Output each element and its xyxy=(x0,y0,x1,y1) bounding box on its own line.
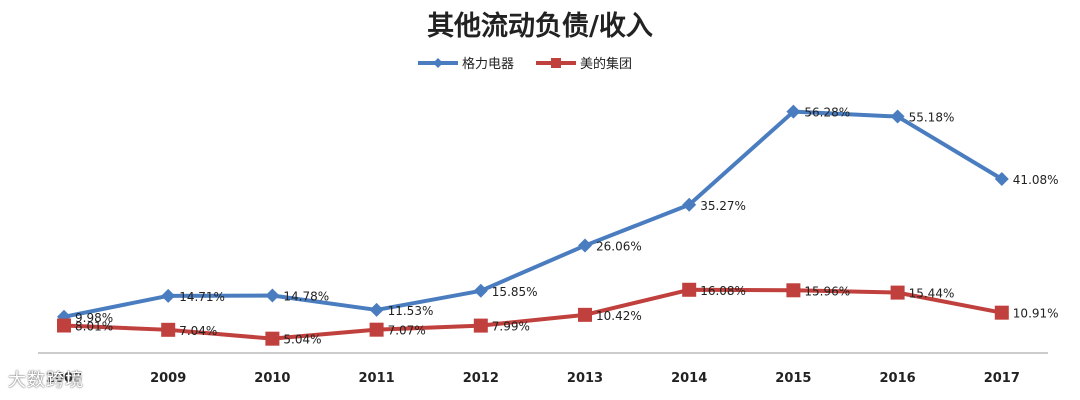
data-point-square xyxy=(890,285,905,300)
data-label: 7.04% xyxy=(179,324,217,338)
data-label: 56.28% xyxy=(804,106,850,120)
watermark: 大数跨境 xyxy=(8,370,84,391)
data-point-square xyxy=(265,331,280,346)
data-label: 10.91% xyxy=(1013,307,1059,321)
data-point-square xyxy=(578,307,592,322)
data-point-diamond xyxy=(161,288,176,303)
legend-item-midea: 美的集团 xyxy=(536,53,632,72)
x-tick-label: 2009 xyxy=(150,371,186,386)
legend-item-gree: 格力电器 xyxy=(418,53,514,72)
data-label: 15.44% xyxy=(909,287,955,301)
data-label: 7.07% xyxy=(388,324,426,338)
chart-title: 其他流动负债/收入 xyxy=(427,11,653,42)
data-label: 14.78% xyxy=(283,290,329,304)
x-tick-label: 2010 xyxy=(254,371,290,386)
legend-line-diamond-icon xyxy=(418,57,458,68)
series-line-1 xyxy=(63,287,1003,341)
data-label: 8.01% xyxy=(75,320,113,334)
data-point-diamond xyxy=(578,238,592,253)
series-line-0 xyxy=(63,109,1003,319)
data-point-diamond xyxy=(994,172,1009,187)
data-label: 11.53% xyxy=(388,304,434,318)
x-tick-label: 2015 xyxy=(775,371,811,386)
data-point-square xyxy=(994,305,1009,320)
data-label: 9.98% xyxy=(75,311,113,325)
data-point-diamond xyxy=(890,109,905,124)
data-point-square xyxy=(369,322,384,337)
data-point-diamond xyxy=(682,197,697,212)
data-point-square xyxy=(786,283,801,298)
data-point-diamond xyxy=(786,104,801,119)
data-label: 26.06% xyxy=(596,240,642,254)
data-label: 55.18% xyxy=(909,111,955,125)
data-label: 7.99% xyxy=(492,320,530,334)
data-label: 14.71% xyxy=(179,290,225,304)
x-tick-label: 2014 xyxy=(671,371,707,386)
data-point-diamond xyxy=(473,283,488,298)
x-tick-label: 2017 xyxy=(984,371,1020,386)
legend-label-gree: 格力电器 xyxy=(462,57,515,72)
x-tick-label: 2011 xyxy=(359,371,395,386)
data-point-square xyxy=(57,318,71,333)
data-label: 35.27% xyxy=(700,199,746,213)
x-tick-label: 2012 xyxy=(463,371,499,386)
legend: 格力电器 美的集团 xyxy=(418,53,654,72)
data-point-square xyxy=(161,322,176,337)
data-label: 10.42% xyxy=(596,309,642,323)
data-label: 16.08% xyxy=(700,284,746,298)
data-label: 15.96% xyxy=(804,284,850,298)
data-label: 5.04% xyxy=(283,333,321,347)
x-tick-label: 2013 xyxy=(567,371,603,386)
legend-label-midea: 美的集团 xyxy=(580,57,633,72)
x-tick-label: 2008 xyxy=(46,371,82,386)
data-point-square xyxy=(682,282,697,297)
data-point-diamond xyxy=(265,288,280,303)
data-label: 15.85% xyxy=(492,285,538,299)
legend-line-square-icon xyxy=(536,57,577,68)
data-point-square xyxy=(473,318,488,333)
data-point-diamond xyxy=(369,302,384,317)
x-tick-label: 2016 xyxy=(880,371,916,386)
data-label: 41.08% xyxy=(1013,173,1059,187)
